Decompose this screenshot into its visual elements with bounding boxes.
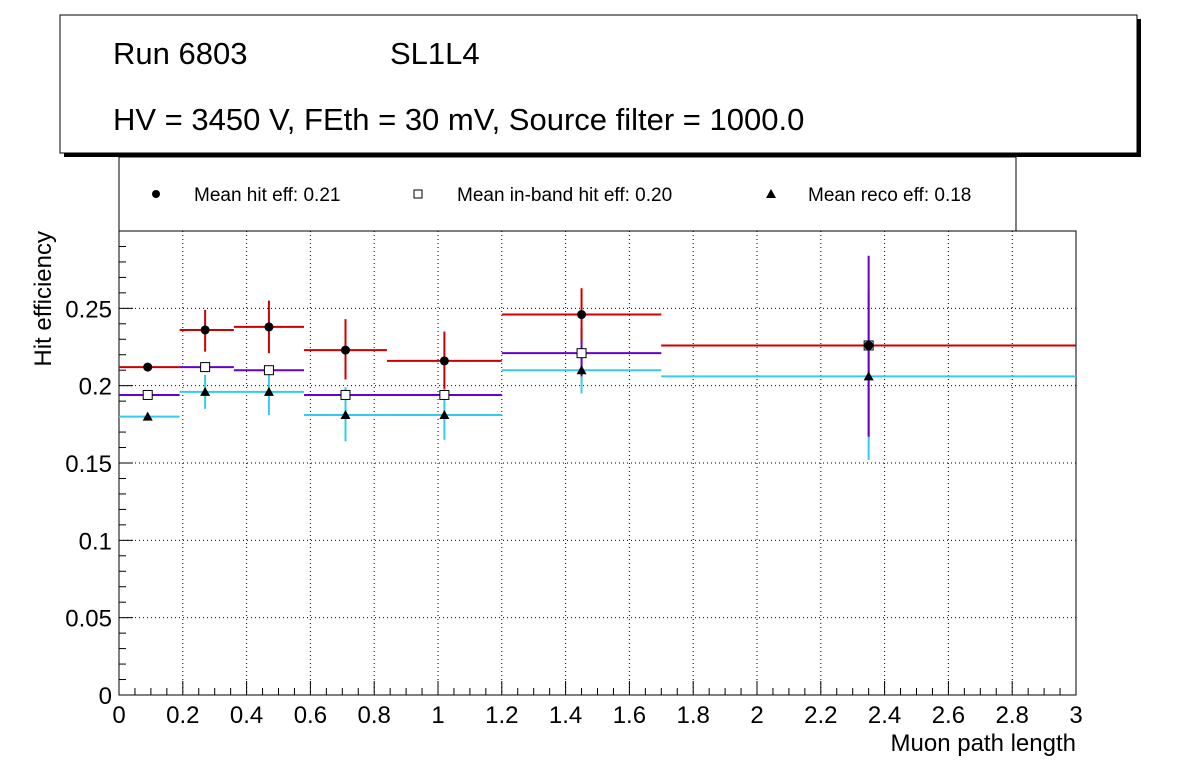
inband-point: [576, 348, 587, 359]
y-axis-title: Hit efficiency: [30, 231, 57, 367]
markers-hit: [143, 310, 874, 372]
x-tick-label: 3: [1069, 702, 1082, 729]
y-tick-label: 0.25: [65, 296, 112, 323]
hit-point: [864, 340, 874, 350]
inband-point: [263, 365, 274, 376]
x-tick-label: 2.6: [932, 702, 965, 729]
hit-point: [143, 362, 153, 372]
reco-point: [576, 365, 587, 375]
reco-point: [340, 410, 351, 420]
reco-point: [142, 411, 153, 421]
hit-point: [577, 310, 587, 320]
y-tick-label: 0.05: [65, 606, 112, 633]
legend-inband-label: Mean in-band hit eff: 0.20: [457, 185, 672, 206]
legend-inband-marker: [413, 189, 423, 199]
tick-labels-layer: 0 0.2 0.4 0.6 0.8 1 1.2 1.4 1.6 1.8 2 2.2 2.4 2.6 2.8 3…: [65, 296, 1082, 729]
x-tick-label: 1: [431, 702, 444, 729]
y-tick-label: 0.1: [79, 528, 112, 555]
legend-hit-marker: [152, 190, 160, 198]
legend-reco-label: Mean reco eff: 0.18: [808, 185, 971, 206]
header-box: [59, 14, 1138, 154]
inband-point: [200, 362, 211, 373]
reco-point: [263, 386, 274, 396]
x-tick-label: 1.6: [613, 702, 646, 729]
reco-point: [439, 410, 450, 420]
x-tick-label: 2.4: [868, 702, 901, 729]
hit-point: [439, 356, 449, 366]
markers-reco: [142, 365, 874, 421]
x-tick-label: 0.2: [166, 702, 199, 729]
y-tick-label: 0.15: [65, 451, 112, 478]
series-layer: [119, 255, 1076, 460]
grid-layer: [119, 231, 1076, 695]
x-tick-label: 0.6: [294, 702, 327, 729]
inband-point: [340, 389, 351, 400]
reco-point: [200, 386, 211, 396]
legend-hit-label: Mean hit eff: 0.21: [194, 185, 340, 206]
x-tick-label: 2.2: [804, 702, 837, 729]
legend-box: [118, 156, 1017, 232]
conditions-label: HV = 3450 V, FEth = 30 mV, Source filter…: [113, 102, 804, 137]
reco-point: [863, 371, 874, 381]
y-tick-label: 0: [99, 683, 112, 710]
legend-reco-marker: [766, 189, 776, 198]
layer-label: SL1L4: [390, 36, 480, 71]
hit-point: [200, 325, 210, 335]
inband-point: [142, 389, 153, 400]
inband-point: [439, 389, 450, 400]
x-axis-title: Muon path length: [891, 730, 1076, 757]
x-tick-label: 1.2: [485, 702, 518, 729]
x-tick-label: 1.8: [677, 702, 710, 729]
ticks-layer: [118, 245, 1077, 696]
x-tick-label: 0.8: [358, 702, 391, 729]
x-tick-label: 1.4: [549, 702, 582, 729]
plot-frame: [118, 230, 1077, 696]
hit-point: [264, 322, 274, 332]
x-tick-label: 2.8: [996, 702, 1029, 729]
x-tick-label: 0: [112, 702, 125, 729]
x-tick-label: 0.4: [230, 702, 263, 729]
run-label: Run 6803: [113, 36, 247, 71]
y-tick-label: 0.2: [79, 374, 112, 401]
x-tick-label: 2: [750, 702, 763, 729]
hit-point: [340, 345, 350, 355]
